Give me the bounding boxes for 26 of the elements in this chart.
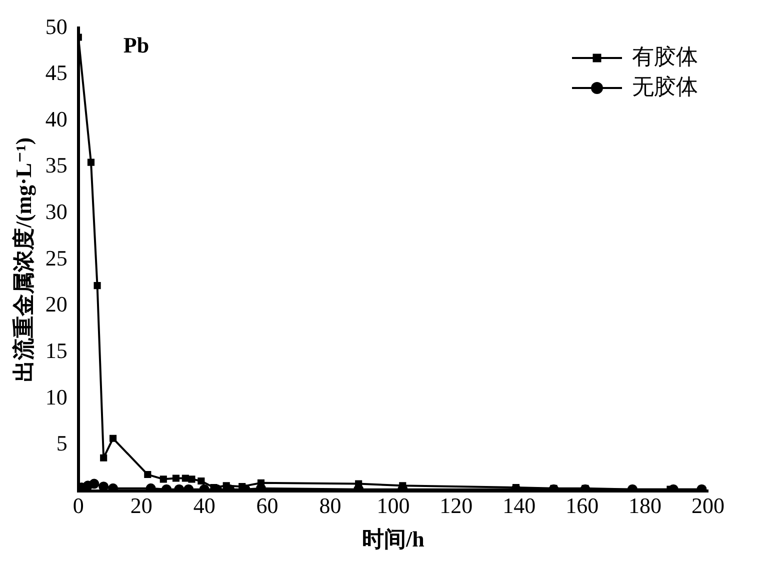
x-tick-label: 140 xyxy=(502,493,536,518)
x-tick-label: 0 xyxy=(72,493,84,518)
x-tick-label: 40 xyxy=(193,493,216,518)
x-tick-label: 160 xyxy=(566,493,599,518)
y-tick-label: 25 xyxy=(45,245,68,270)
y-tick-label: 5 xyxy=(56,430,68,456)
y-tick-label: 45 xyxy=(45,60,68,86)
x-tick-label: 200 xyxy=(692,493,724,518)
y-tick-label: 15 xyxy=(45,338,68,364)
x-tick-label: 180 xyxy=(628,493,662,518)
x-tick-label: 100 xyxy=(376,493,410,518)
x-tick-label: 60 xyxy=(256,493,278,518)
y-tick-label: 20 xyxy=(45,292,68,317)
x-tick-label: 80 xyxy=(319,493,342,518)
y-tick-label: 50 xyxy=(45,14,68,39)
x-axis-title: 时间/h xyxy=(362,526,424,552)
y-tick-label: 35 xyxy=(45,152,68,178)
x-tick-label: 20 xyxy=(130,493,152,518)
y-axis-title: 出流重金属浓度/(mg·L⁻¹) xyxy=(10,137,36,382)
x-tick-label: 120 xyxy=(440,493,473,518)
y-tick-label: 30 xyxy=(45,199,68,224)
y-tick-label: 40 xyxy=(45,106,68,132)
y-tick-label: 10 xyxy=(45,384,68,410)
legend-label: 有胶体 xyxy=(632,44,698,69)
legend-label: 无胶体 xyxy=(632,74,698,99)
annotation: Pb xyxy=(123,32,150,58)
